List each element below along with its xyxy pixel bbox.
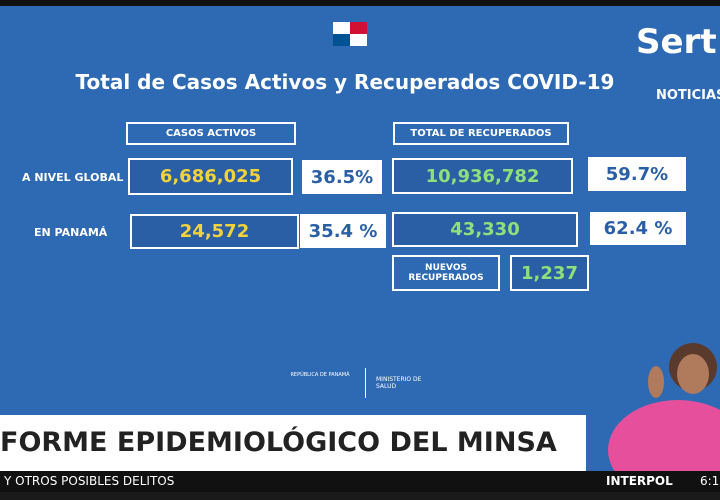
gov-logo: REPÚBLICA DE PANAMÁ bbox=[290, 372, 350, 378]
ticker-text: Y OTROS POSIBLES DELITOS bbox=[4, 474, 175, 488]
header-active: CASOS ACTIVOS bbox=[126, 122, 296, 145]
recovered-pct: 59.7% bbox=[588, 157, 686, 191]
divider bbox=[365, 368, 366, 398]
header-recovered: TOTAL DE RECUPERADOS bbox=[393, 122, 569, 145]
ticker bbox=[0, 471, 720, 492]
flag bbox=[333, 22, 367, 46]
ministry-logo: MINISTERIO DE SALUD bbox=[376, 376, 422, 390]
lower-third-text: FORME EPIDEMIOLÓGICO DEL MINSA bbox=[0, 427, 557, 458]
new-recovered-label: NUEVOS RECUPERADOS bbox=[392, 255, 500, 291]
new-recovered-value: 1,237 bbox=[510, 255, 589, 291]
recovered-value: 10,936,782 bbox=[392, 158, 573, 194]
active-pct: 36.5% bbox=[302, 160, 382, 194]
ticker-source: INTERPOL bbox=[606, 474, 673, 488]
active-pct: 35.4 % bbox=[300, 214, 386, 248]
ticker-time: 6:1 bbox=[700, 474, 720, 488]
active-value: 24,572 bbox=[130, 214, 299, 249]
row-label: A NIVEL GLOBAL bbox=[22, 171, 124, 184]
recovered-pct: 62.4 % bbox=[590, 212, 686, 245]
recovered-value: 43,330 bbox=[392, 212, 578, 247]
row-label: EN PANAMÁ bbox=[34, 226, 108, 239]
active-value: 6,686,025 bbox=[128, 158, 293, 195]
interpreter bbox=[608, 343, 720, 472]
logo-section: NOTICIAS bbox=[656, 88, 720, 103]
bottom-bar bbox=[0, 492, 720, 500]
top-bar bbox=[0, 0, 720, 6]
lower-third bbox=[0, 415, 586, 471]
title: Total de Casos Activos y Recuperados COV… bbox=[75, 70, 615, 94]
logo: Sert bbox=[636, 22, 717, 62]
